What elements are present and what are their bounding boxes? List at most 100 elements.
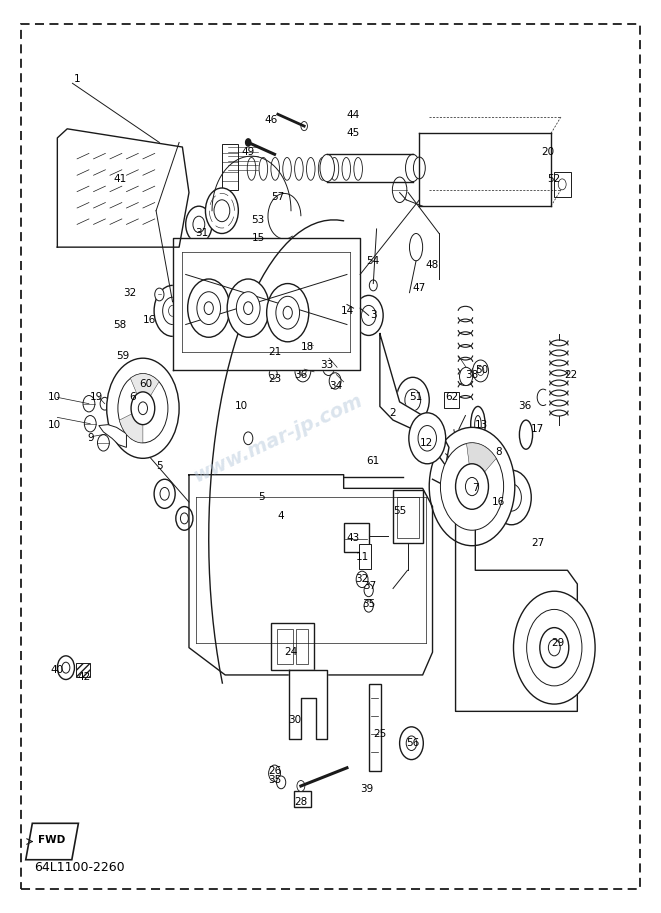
Circle shape [276, 297, 299, 329]
Ellipse shape [413, 157, 425, 179]
Circle shape [138, 402, 147, 415]
Circle shape [118, 373, 168, 443]
Bar [296, 629, 308, 664]
Text: 62: 62 [446, 393, 459, 403]
Text: 14: 14 [340, 306, 354, 316]
Circle shape [477, 366, 484, 375]
Circle shape [168, 225, 177, 237]
Circle shape [266, 284, 309, 341]
Text: 54: 54 [367, 256, 380, 266]
Text: 16: 16 [143, 315, 156, 325]
Text: 49: 49 [242, 147, 255, 156]
Circle shape [297, 781, 305, 792]
Circle shape [58, 656, 75, 679]
Ellipse shape [409, 234, 422, 261]
Circle shape [163, 298, 182, 324]
Text: 25: 25 [373, 729, 387, 740]
Text: 20: 20 [541, 147, 555, 156]
Text: 19: 19 [90, 393, 104, 403]
Circle shape [204, 302, 214, 314]
Text: 60: 60 [139, 379, 153, 389]
Polygon shape [173, 238, 360, 370]
Text: 17: 17 [531, 425, 545, 435]
Text: 12: 12 [419, 438, 432, 448]
Circle shape [329, 373, 341, 389]
Polygon shape [76, 663, 91, 677]
Ellipse shape [475, 415, 481, 434]
Text: 1: 1 [74, 74, 81, 84]
Ellipse shape [319, 157, 327, 180]
Circle shape [176, 507, 193, 530]
Text: 27: 27 [531, 538, 545, 548]
Text: 10: 10 [235, 402, 248, 412]
Text: 29: 29 [551, 638, 564, 648]
Circle shape [154, 286, 191, 336]
Circle shape [65, 224, 76, 238]
Bar [444, 392, 459, 408]
Circle shape [100, 397, 109, 410]
Text: 33: 33 [321, 361, 334, 371]
Circle shape [405, 389, 420, 411]
Circle shape [465, 477, 479, 496]
Text: 32: 32 [356, 574, 369, 584]
Circle shape [356, 572, 368, 588]
Circle shape [62, 662, 70, 673]
Ellipse shape [259, 157, 268, 180]
Ellipse shape [393, 177, 407, 203]
Text: 24: 24 [284, 647, 297, 657]
Text: 36: 36 [518, 402, 531, 412]
Circle shape [246, 139, 251, 146]
Ellipse shape [471, 406, 485, 443]
Text: 37: 37 [364, 581, 377, 591]
Bar [344, 523, 369, 552]
Ellipse shape [354, 157, 362, 180]
Circle shape [344, 302, 354, 314]
Circle shape [473, 360, 488, 382]
Bar [222, 144, 239, 190]
Ellipse shape [307, 157, 315, 180]
Text: FWD: FWD [38, 834, 65, 845]
Text: 36: 36 [294, 370, 307, 380]
Circle shape [400, 727, 423, 760]
Circle shape [154, 479, 175, 509]
Text: 34: 34 [329, 381, 342, 391]
Ellipse shape [330, 157, 338, 180]
Circle shape [540, 627, 568, 667]
Circle shape [160, 488, 169, 500]
Text: 10: 10 [48, 420, 61, 430]
Circle shape [429, 427, 515, 546]
Text: 57: 57 [271, 192, 284, 202]
Text: 10: 10 [48, 393, 61, 403]
Circle shape [237, 292, 260, 324]
Circle shape [269, 368, 277, 379]
Circle shape [85, 415, 96, 432]
Circle shape [244, 432, 253, 445]
Text: 28: 28 [294, 797, 307, 807]
Ellipse shape [406, 154, 420, 182]
Text: www.mar-jp.com: www.mar-jp.com [190, 391, 366, 486]
Circle shape [188, 279, 230, 337]
Circle shape [301, 121, 307, 131]
Polygon shape [98, 425, 126, 447]
Text: 4: 4 [278, 510, 284, 520]
Polygon shape [189, 475, 432, 675]
Text: 22: 22 [564, 370, 577, 380]
Circle shape [369, 280, 377, 291]
Bar [393, 490, 422, 543]
Text: 45: 45 [347, 129, 360, 139]
Text: 35: 35 [268, 774, 281, 784]
Text: 64L1100-2260: 64L1100-2260 [34, 862, 125, 875]
Bar [369, 684, 381, 771]
Circle shape [418, 425, 436, 451]
Circle shape [354, 296, 383, 335]
Circle shape [338, 294, 360, 322]
Circle shape [408, 413, 446, 464]
Text: 9: 9 [87, 434, 94, 444]
Circle shape [276, 776, 286, 789]
Ellipse shape [320, 154, 334, 182]
Circle shape [106, 358, 179, 458]
Text: 2: 2 [390, 408, 397, 418]
Ellipse shape [520, 420, 533, 449]
Text: 38: 38 [465, 370, 479, 380]
Text: 48: 48 [426, 260, 439, 270]
